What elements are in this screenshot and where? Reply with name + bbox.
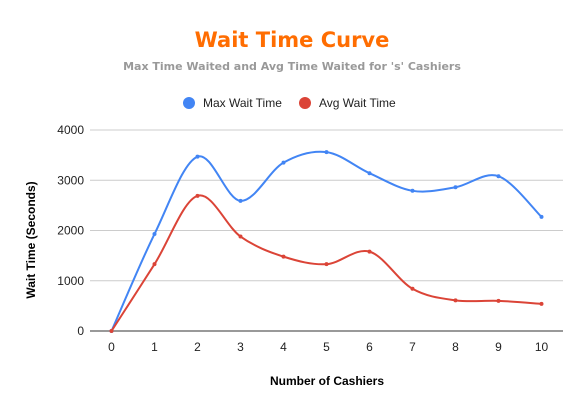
data-point — [453, 298, 458, 303]
data-point — [281, 254, 286, 259]
data-point — [281, 160, 286, 165]
data-point — [453, 185, 458, 190]
x-tick-label: 5 — [323, 340, 330, 354]
data-point — [152, 262, 157, 267]
data-point — [496, 174, 501, 179]
x-tick-label: 2 — [194, 340, 201, 354]
data-point — [539, 301, 544, 306]
data-point — [367, 171, 372, 176]
data-point — [238, 234, 243, 239]
legend: Max Wait Time Avg Wait Time — [183, 96, 396, 110]
series-lines — [109, 150, 544, 333]
y-axis-title: Wait Time (Seconds) — [24, 181, 38, 298]
data-point — [324, 262, 329, 267]
data-point — [195, 193, 200, 198]
legend-marker — [183, 97, 195, 109]
data-point — [324, 150, 329, 155]
data-point — [410, 286, 415, 291]
gridlines — [90, 129, 563, 332]
x-tick-label: 1 — [151, 340, 158, 354]
x-tick-label: 7 — [409, 340, 416, 354]
y-tick-label: 3000 — [57, 173, 84, 187]
legend-label: Max Wait Time — [203, 96, 282, 110]
legend-label: Avg Wait Time — [319, 96, 396, 110]
x-tick-label: 0 — [108, 340, 115, 354]
x-tick-label: 3 — [237, 340, 244, 354]
x-tick-label: 4 — [280, 340, 287, 354]
x-tick-label: 6 — [366, 340, 373, 354]
data-point — [410, 188, 415, 193]
data-point — [195, 154, 200, 159]
chart-title: Wait Time Curve — [195, 28, 390, 52]
y-tick-label: 0 — [77, 324, 84, 338]
data-point — [152, 232, 157, 237]
x-axis-title: Number of Cashiers — [270, 374, 384, 388]
x-tick-label: 9 — [495, 340, 502, 354]
x-tick-label: 10 — [535, 340, 549, 354]
data-point — [496, 298, 501, 303]
data-point — [367, 249, 372, 254]
series-line-0 — [110, 150, 543, 332]
data-point — [109, 329, 114, 333]
y-tick-label: 4000 — [57, 123, 84, 137]
chart-subtitle: Max Time Waited and Avg Time Waited for … — [123, 60, 461, 73]
data-point — [539, 214, 544, 219]
y-tick-label: 2000 — [57, 224, 84, 238]
y-axis-ticks: 0 1000 2000 3000 4000 — [57, 123, 84, 338]
data-point — [238, 198, 243, 203]
x-tick-label: 8 — [452, 340, 459, 354]
x-axis-ticks: 0 1 2 3 4 5 6 7 8 9 10 — [108, 340, 548, 354]
y-tick-label: 1000 — [57, 274, 84, 288]
legend-marker — [299, 97, 311, 109]
series-line-1 — [110, 194, 542, 332]
